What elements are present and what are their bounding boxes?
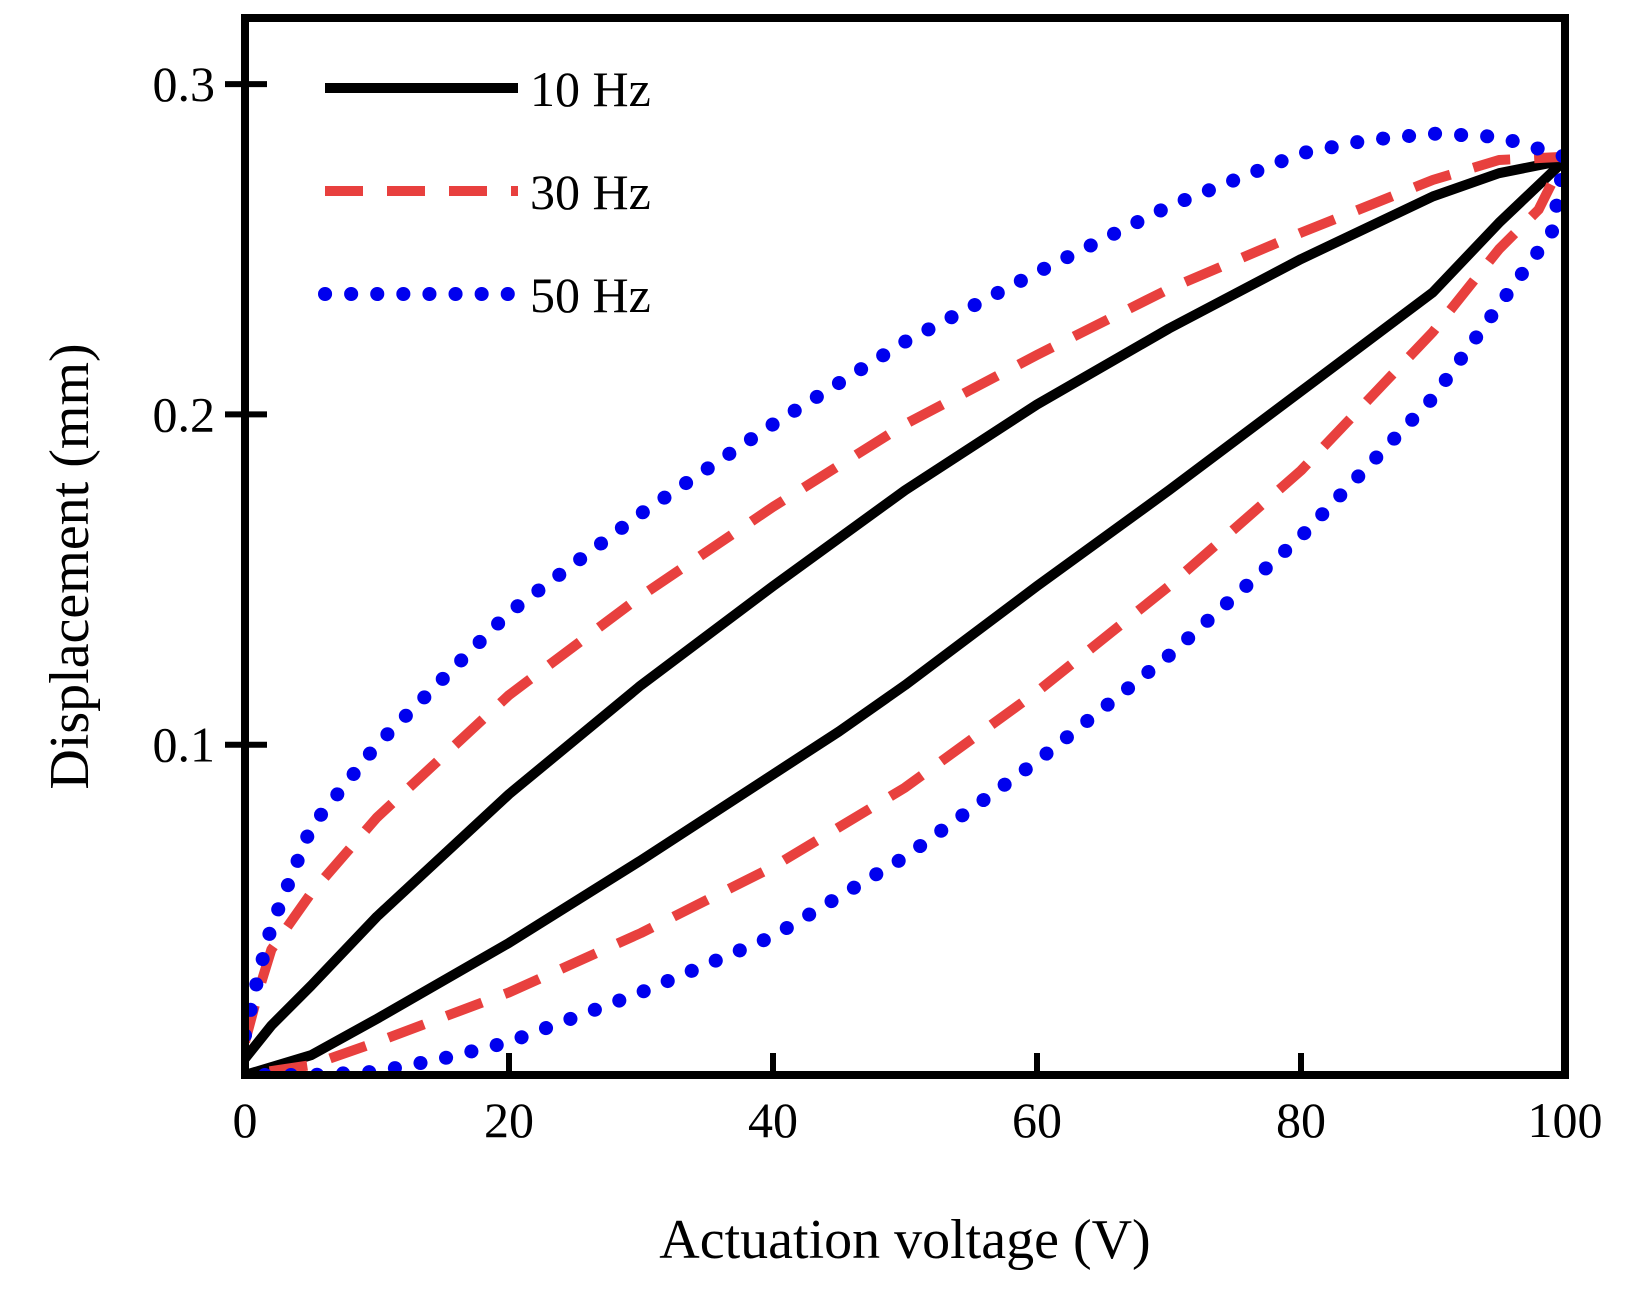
legend-label: 50 Hz: [530, 267, 651, 323]
series-line-10-hz: [245, 155, 1565, 1075]
series-group: [245, 126, 1565, 1075]
series-line-50-hz: [245, 126, 1565, 1075]
x-tick-label: 20: [484, 1092, 534, 1148]
x-tick-label: 60: [1012, 1092, 1062, 1148]
ticks-group: 0 20 40 60 80 100 0.1 0.2 0.3: [153, 56, 1603, 1148]
y-tick-label: 0.3: [153, 56, 216, 112]
x-tick-label: 0: [233, 1092, 258, 1148]
legend: 10 Hz 30 Hz 50 Hz: [318, 61, 651, 323]
legend-label: 10 Hz: [530, 61, 651, 117]
series-line-30-hz: [245, 151, 1565, 1075]
x-tick-label: 100: [1528, 1092, 1603, 1148]
legend-label: 30 Hz: [530, 164, 651, 220]
x-tick-label: 40: [748, 1092, 798, 1148]
x-axis-title: Actuation voltage (V): [659, 1209, 1150, 1271]
y-tick-label: 0.1: [153, 717, 216, 773]
x-tick-label: 80: [1276, 1092, 1326, 1148]
y-axis-title: Displacement (mm): [39, 343, 101, 789]
y-tick-label: 0.2: [153, 386, 216, 442]
plot-frame: [241, 14, 1569, 1079]
